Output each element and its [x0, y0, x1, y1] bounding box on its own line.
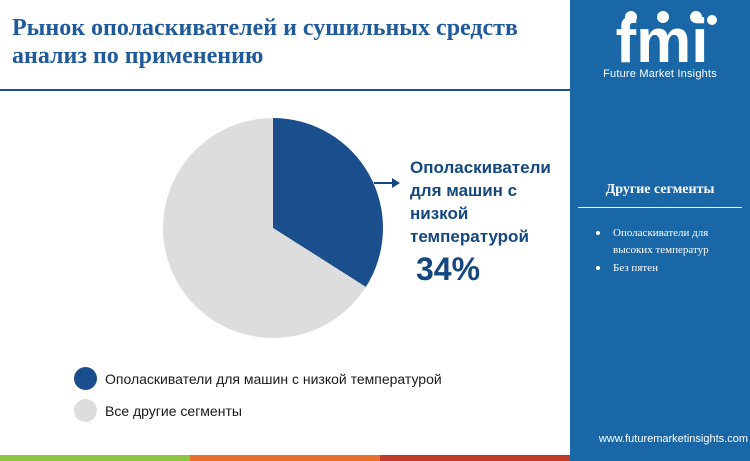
- other-segments-divider: [578, 207, 742, 208]
- chart-legend: Ополаскиватели для машин с низкой темпер…: [74, 367, 442, 431]
- page-title: Рынок ополаскивателей и сушильных средст…: [12, 15, 518, 69]
- title-divider: [0, 89, 570, 91]
- pie-slice-other: [163, 118, 366, 338]
- legend-label: Все другие сегменты: [105, 402, 242, 419]
- brand-tagline: Future Market Insights: [603, 68, 717, 80]
- pie-chart: [163, 118, 383, 338]
- list-item: Ополаскиватели для высоких температур: [596, 225, 736, 259]
- other-segments-list: Ополаскиватели для высоких температур Бе…: [596, 225, 736, 278]
- callout-percentage: 34%: [416, 251, 481, 287]
- callout-label: Ополаскиватели для машин с низкой темпер…: [410, 158, 551, 246]
- callout-arrow-icon: [374, 178, 400, 188]
- website-link[interactable]: www.futuremarketinsights.com: [598, 433, 748, 445]
- list-item-label: Ополаскиватели для высоких температур: [613, 227, 709, 256]
- legend-swatch-other: [74, 399, 97, 422]
- legend-item-other: Все другие сегменты: [74, 399, 442, 422]
- legend-item-highlight: Ополаскиватели для машин с низкой темпер…: [74, 367, 442, 390]
- legend-label: Ополаскиватели для машин с низкой темпер…: [105, 370, 442, 387]
- pie-slice-highlight: [273, 118, 383, 287]
- bullet-icon: [596, 266, 600, 270]
- other-segments-heading: Другие сегменты: [605, 182, 715, 197]
- sidebar: fmi Future Market Insights Другие сегмен…: [570, 0, 750, 455]
- list-item-label: Без пятен: [613, 262, 658, 274]
- list-item: Без пятен: [596, 260, 736, 277]
- fmi-logo-icon: fmi: [616, 7, 717, 76]
- bottom-color-bar: [0, 455, 750, 461]
- legend-swatch-highlight: [74, 367, 97, 390]
- bullet-icon: [596, 231, 600, 235]
